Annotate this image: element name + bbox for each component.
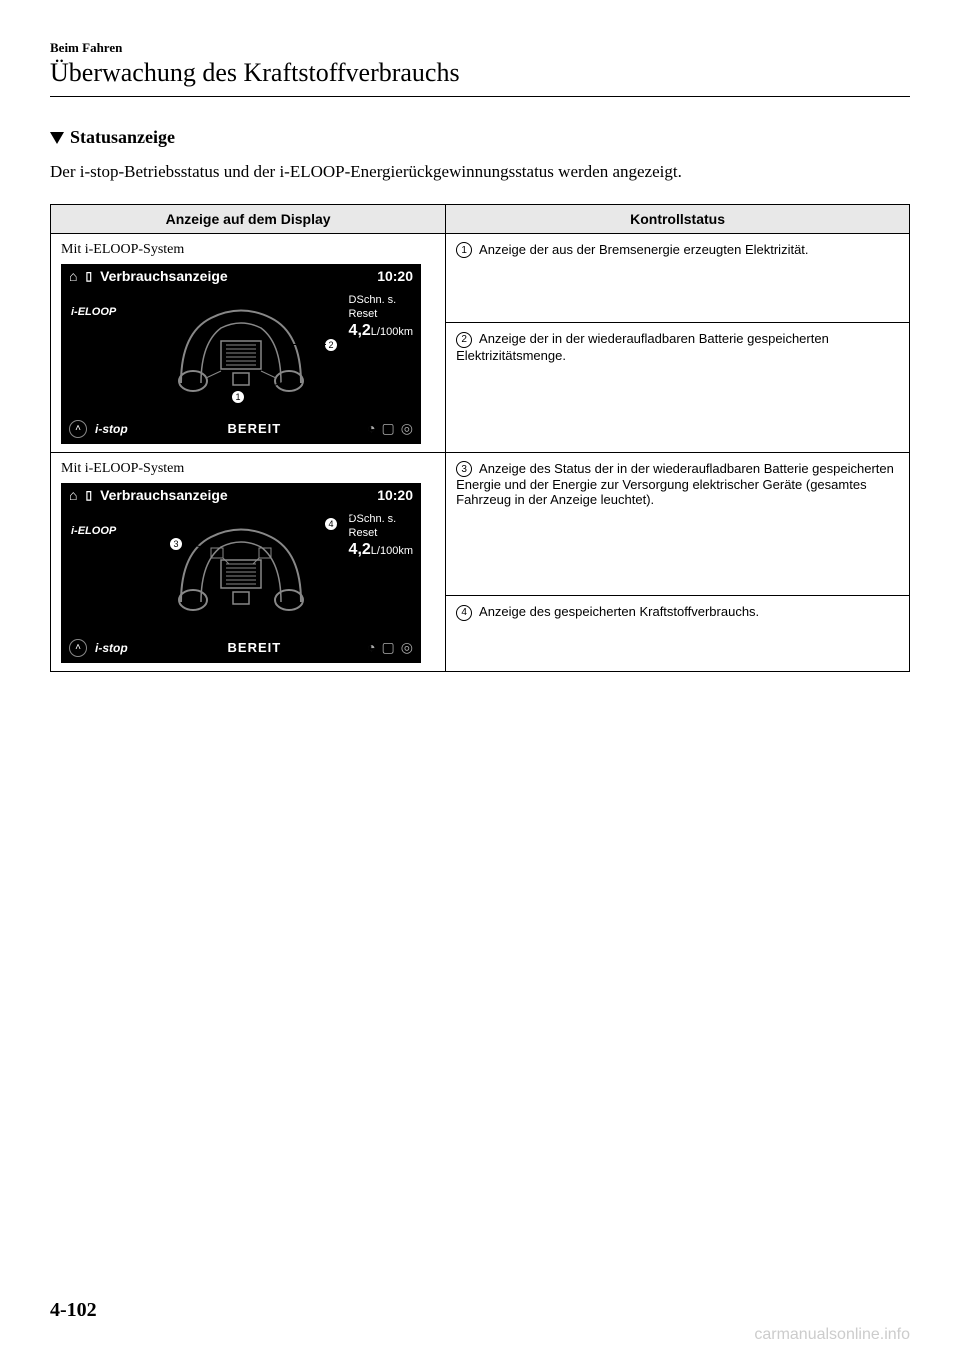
circled-number-icon: 3: [456, 461, 472, 477]
right-info-label2: Reset: [349, 308, 413, 320]
section-label: Beim Fahren: [50, 40, 910, 56]
panel-right-info: DSchn. s. Reset 4,2L/100km: [349, 294, 413, 340]
right-info-label1: DSchn. s.: [349, 294, 413, 306]
callout-2-icon: 2: [324, 338, 338, 352]
right-info-label1: DSchn. s.: [349, 513, 413, 525]
callout-1-icon: 1: [231, 390, 245, 404]
status-text: Anzeige der in der wiederaufladbaren Bat…: [456, 331, 829, 363]
gauge-icon: ◔: [367, 420, 375, 437]
ieloop-label: i-ELOOP: [71, 306, 116, 318]
table-row: Mit i-ELOOP-System ⌂ ▯ Verbrauchsanzeige…: [51, 233, 910, 323]
panel-title: Verbrauchsanzeige: [100, 268, 377, 284]
panel-right-info: DSchn. s. Reset 4,2L/100km: [349, 513, 413, 559]
signal-icon: ▯: [85, 269, 92, 283]
panel-time: 10:20: [377, 268, 413, 284]
system-label: Mit i-ELOOP-System: [61, 461, 435, 477]
status-cell: 3 Anzeige des Status der in der wiederau…: [446, 452, 910, 595]
system-label: Mit i-ELOOP-System: [61, 242, 435, 258]
panel-body: i-ELOOP: [61, 507, 421, 637]
display-cell: Mit i-ELOOP-System ⌂ ▯ Verbrauchsanzeige…: [51, 233, 446, 452]
right-info-label2: Reset: [349, 527, 413, 539]
power-icon: ◎: [401, 639, 413, 656]
signal-icon: ▯: [85, 488, 92, 502]
gauge-icon: ◔: [367, 639, 375, 656]
page-title: Überwachung des Kraftstoffverbrauchs: [50, 58, 910, 88]
status-table: Anzeige auf dem Display Kontrollstatus M…: [50, 204, 910, 672]
istop-label: i-stop: [95, 641, 128, 655]
panel-footer: ˄ i-stop BEREIT ◔ ▢ ◎: [61, 637, 421, 659]
status-cell: 4 Anzeige des gespeicherten Kraftstoffve…: [446, 596, 910, 672]
panel-header: ⌂ ▯ Verbrauchsanzeige 10:20: [61, 264, 421, 288]
panel-footer: ˄ i-stop BEREIT ◔ ▢ ◎: [61, 418, 421, 440]
table-header-status: Kontrollstatus: [446, 204, 910, 233]
power-icon: ◎: [401, 420, 413, 437]
bereit-label: BEREIT: [142, 421, 367, 436]
display-panel: ⌂ ▯ Verbrauchsanzeige 10:20 i-ELOOP: [61, 264, 421, 444]
status-text: Anzeige des gespeicherten Kraftstoffverb…: [476, 604, 759, 619]
car-svg-icon: [151, 512, 331, 622]
page-number: 4-102: [50, 1299, 97, 1322]
bereit-label: BEREIT: [142, 640, 367, 655]
callout-line: [291, 344, 326, 345]
display-panel: ⌂ ▯ Verbrauchsanzeige 10:20 i-ELOOP: [61, 483, 421, 663]
car-svg-icon: [151, 293, 331, 403]
panel-title: Verbrauchsanzeige: [100, 487, 377, 503]
callout-3-icon: 3: [169, 537, 183, 551]
chevron-up-icon: ˄: [69, 420, 87, 438]
right-info-unit: L/100km: [371, 326, 413, 338]
triangle-down-icon: [50, 132, 64, 144]
chevron-up-icon: ˄: [69, 639, 87, 657]
footer-icons: ◔ ▢ ◎: [367, 420, 413, 437]
status-cell: 1 Anzeige der aus der Bremsenergie erzeu…: [446, 233, 910, 323]
status-cell: 2 Anzeige der in der wiederaufladbaren B…: [446, 323, 910, 453]
panel-header: ⌂ ▯ Verbrauchsanzeige 10:20: [61, 483, 421, 507]
circled-number-icon: 1: [456, 242, 472, 258]
circled-number-icon: 2: [456, 332, 472, 348]
footer-icons: ◔ ▢ ◎: [367, 639, 413, 656]
home-icon: ⌂: [69, 268, 77, 284]
car-diagram: [151, 512, 331, 622]
home-icon: ⌂: [69, 487, 77, 503]
battery-icon: ▢: [382, 420, 395, 437]
display-cell: Mit i-ELOOP-System ⌂ ▯ Verbrauchsanzeige…: [51, 452, 446, 671]
subsection-heading: Statusanzeige: [50, 127, 910, 148]
page-header: Beim Fahren Überwachung des Kraftstoffve…: [50, 40, 910, 97]
ieloop-label: i-ELOOP: [71, 525, 116, 537]
panel-time: 10:20: [377, 487, 413, 503]
circled-number-icon: 4: [456, 605, 472, 621]
battery-icon: ▢: [382, 639, 395, 656]
right-info-unit: L/100km: [371, 545, 413, 557]
subsection-heading-text: Statusanzeige: [70, 127, 175, 148]
table-row: Mit i-ELOOP-System ⌂ ▯ Verbrauchsanzeige…: [51, 452, 910, 595]
right-info-value: 4,2: [349, 322, 371, 339]
intro-paragraph: Der i-stop-Betriebsstatus und der i-ELOO…: [50, 160, 910, 184]
car-diagram: [151, 293, 331, 403]
right-info-value: 4,2: [349, 541, 371, 558]
status-text: Anzeige des Status der in der wiederaufl…: [456, 461, 894, 508]
watermark: carmanualsonline.info: [754, 1326, 910, 1344]
status-text: Anzeige der aus der Bremsenergie erzeugt…: [476, 242, 808, 257]
istop-label: i-stop: [95, 422, 128, 436]
panel-body: i-ELOOP: [61, 288, 421, 418]
table-header-display: Anzeige auf dem Display: [51, 204, 446, 233]
